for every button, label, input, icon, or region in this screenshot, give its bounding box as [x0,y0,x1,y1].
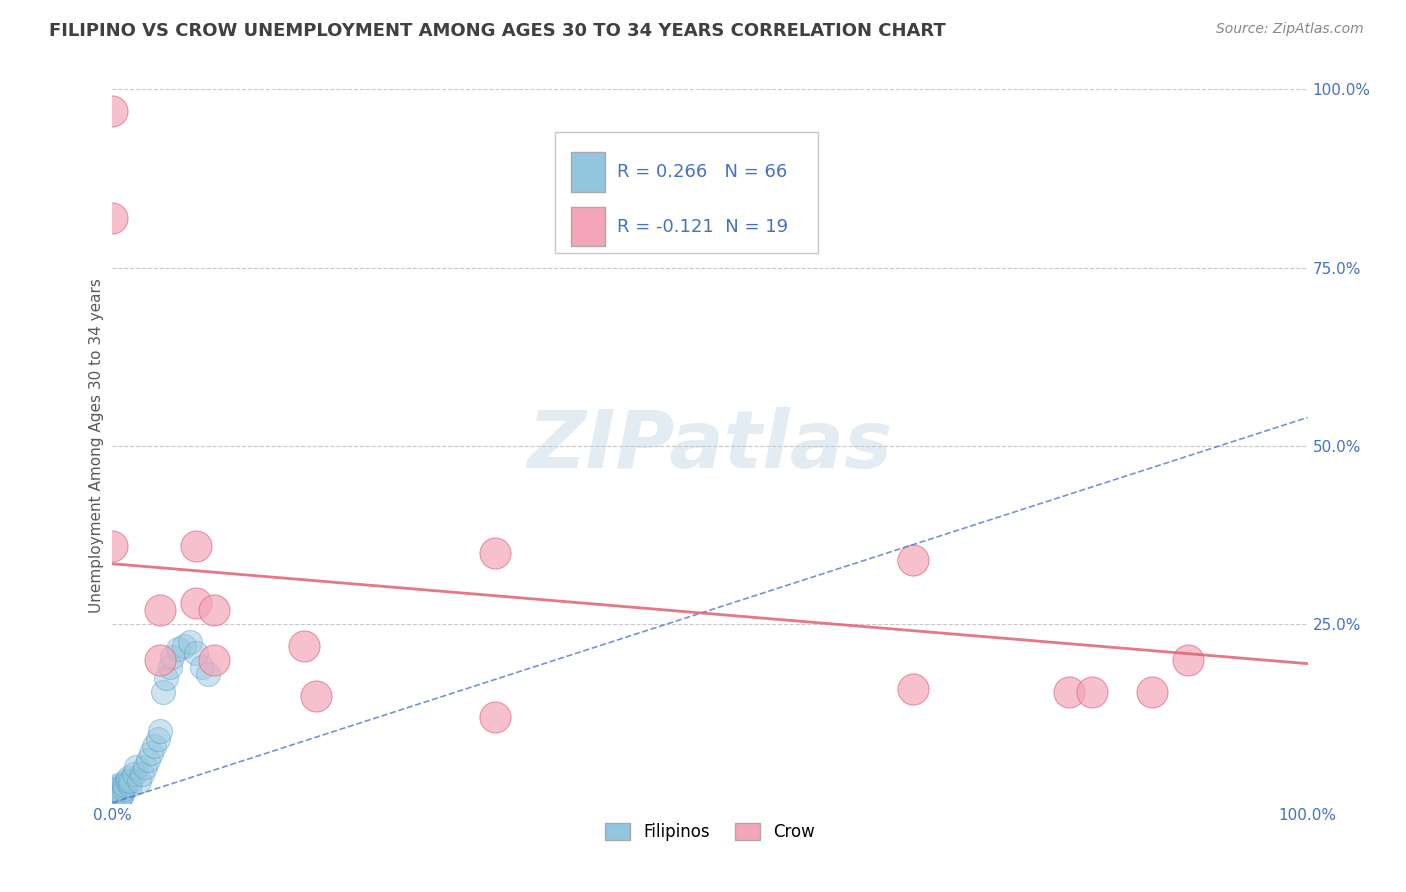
Point [105,780,128,794]
Point [173,639,195,653]
Point [101,790,124,805]
Point [101,787,124,801]
Point [101,794,124,808]
Bar [571,153,605,192]
Point [149,653,172,667]
Point [101,796,124,810]
Point [101,789,124,803]
Point [101,539,124,553]
Point [1177,653,1199,667]
Point [101,103,124,118]
Point [128,774,150,789]
Point [101,785,124,799]
Text: FILIPINO VS CROW UNEMPLOYMENT AMONG AGES 30 TO 34 YEARS CORRELATION CHART: FILIPINO VS CROW UNEMPLOYMENT AMONG AGES… [49,22,946,40]
FancyBboxPatch shape [554,132,818,253]
Point [101,789,124,803]
Point [186,539,208,553]
Point [138,753,160,767]
Point [155,671,177,685]
Point [149,724,172,739]
Point [186,596,208,610]
Point [101,790,124,805]
Point [101,785,124,799]
Point [101,792,124,806]
Point [101,796,124,810]
Point [191,660,214,674]
Point [162,649,183,664]
Point [101,796,124,810]
Point [101,796,124,810]
Point [101,796,124,810]
Point [903,553,925,567]
Point [120,774,142,789]
Point [122,767,145,781]
Point [125,760,148,774]
Point [1057,685,1080,699]
Point [202,653,225,667]
Point [139,746,162,760]
Point [101,790,124,805]
Point [305,689,328,703]
Point [105,783,128,797]
Point [114,781,135,796]
Point [202,603,225,617]
Text: R = 0.266   N = 66: R = 0.266 N = 66 [617,163,787,181]
Point [120,778,142,792]
Point [117,771,139,785]
Point [167,642,190,657]
Point [1081,685,1104,699]
Point [131,767,153,781]
Point [484,546,506,560]
Point [101,796,124,810]
Point [149,603,172,617]
Point [1142,685,1164,699]
Point [101,792,124,806]
Point [292,639,315,653]
Point [146,731,169,746]
Point [104,789,127,803]
Point [134,760,156,774]
Point [152,685,174,699]
Point [159,660,181,674]
Point [107,792,129,806]
Bar [571,207,605,246]
Point [186,646,208,660]
Point [101,796,124,810]
Point [197,667,219,681]
Point [143,739,166,753]
Point [114,778,135,792]
Point [101,796,124,810]
Point [115,774,138,789]
Point [101,792,124,806]
Point [101,783,124,797]
Point [105,781,128,796]
Point [903,681,925,696]
Point [101,211,124,225]
Point [101,781,124,796]
Point [101,793,124,807]
Point [101,791,124,805]
Point [101,787,124,801]
Text: ZIPatlas: ZIPatlas [527,407,893,485]
Y-axis label: Unemployment Among Ages 30 to 34 years: Unemployment Among Ages 30 to 34 years [89,278,104,614]
Legend: Filipinos, Crow: Filipinos, Crow [599,816,821,848]
Point [111,787,134,801]
Text: R = -0.121  N = 19: R = -0.121 N = 19 [617,218,787,235]
Point [101,794,124,808]
Point [108,790,131,805]
Point [179,635,201,649]
Point [101,796,124,810]
Point [484,710,506,724]
Point [107,778,129,792]
Point [101,796,124,810]
Point [101,794,124,808]
Point [110,789,132,803]
Point [101,794,124,808]
Text: Source: ZipAtlas.com: Source: ZipAtlas.com [1216,22,1364,37]
Point [104,785,127,799]
